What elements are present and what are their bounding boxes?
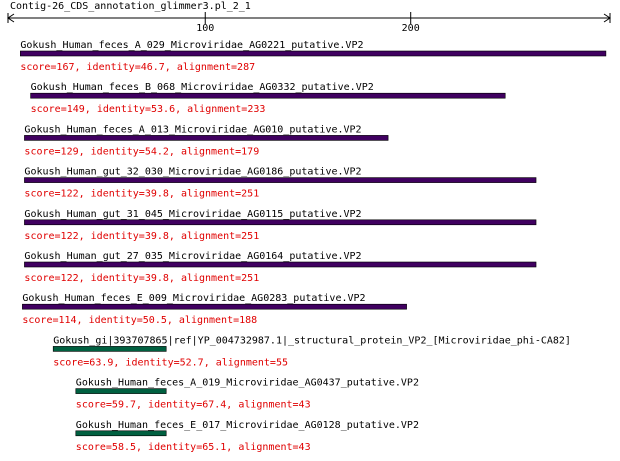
hit-summary: score=122, identity=39.8, alignment=251: [24, 189, 259, 200]
hit-bar: [30, 92, 506, 99]
hit-bar: [24, 135, 389, 141]
hit-name: Gokush_Human_gut_31_045_Microviridae_AG0…: [24, 209, 361, 220]
hit-name: Gokush_Human_feces_A_013_Microviridae_AG…: [24, 124, 361, 135]
hit-name: Gokush_Human_feces_E_017_Microviridae_AG…: [76, 420, 419, 431]
hit-bar: [52, 346, 167, 352]
ruler-arrow: [603, 13, 611, 23]
ruler-tick-label: 200: [402, 23, 420, 34]
ruler-arrow: [7, 13, 15, 23]
hit-summary: score=114, identity=50.5, alignment=188: [22, 315, 257, 326]
hit-bar: [24, 219, 537, 226]
hit-bar: [22, 303, 407, 310]
hit-name: Gokush_Human_gut_27_035_Microviridae_AG0…: [24, 251, 361, 262]
hit-name: Gokush_Human_feces_A_029_Microviridae_AG…: [20, 40, 363, 51]
hit-summary: score=58.5, identity=65.1, alignment=43: [76, 442, 311, 453]
hit-bar: [75, 430, 167, 437]
hit-name: Gokush_Human_feces_A_019_Microviridae_AG…: [76, 378, 419, 389]
hit-name: Gokush_Human_feces_B_068_Microviridae_AG…: [31, 82, 374, 93]
hit-summary: score=167, identity=46.7, alignment=287: [20, 62, 255, 73]
hit-bar: [24, 177, 537, 183]
hit-summary: score=122, identity=39.8, alignment=251: [24, 231, 259, 242]
hit-summary: score=122, identity=39.8, alignment=251: [24, 273, 259, 284]
hit-name: Gokush_Human_feces_E_009_Microviridae_AG…: [22, 293, 365, 304]
hit-bar: [20, 50, 607, 57]
hit-summary: score=59.7, identity=67.4, alignment=43: [76, 400, 311, 411]
hit-summary: score=129, identity=54.2, alignment=179: [24, 146, 259, 157]
hit-name: Gokush_gi|393707865|ref|YP_004732987.1|_…: [53, 335, 571, 346]
hit-summary: score=149, identity=53.6, alignment=233: [31, 104, 266, 115]
hit-name: Gokush_Human_gut_32_030_Microviridae_AG0…: [24, 167, 361, 178]
ruler-tick-label: 100: [196, 23, 214, 34]
title: Contig-26_CDS_annotation_glimmer3.pl_2_1: [10, 1, 251, 12]
hit-bar: [24, 261, 537, 268]
hit-summary: score=63.9, identity=52.7, alignment=55: [53, 357, 288, 368]
hit-bar: [75, 388, 167, 394]
